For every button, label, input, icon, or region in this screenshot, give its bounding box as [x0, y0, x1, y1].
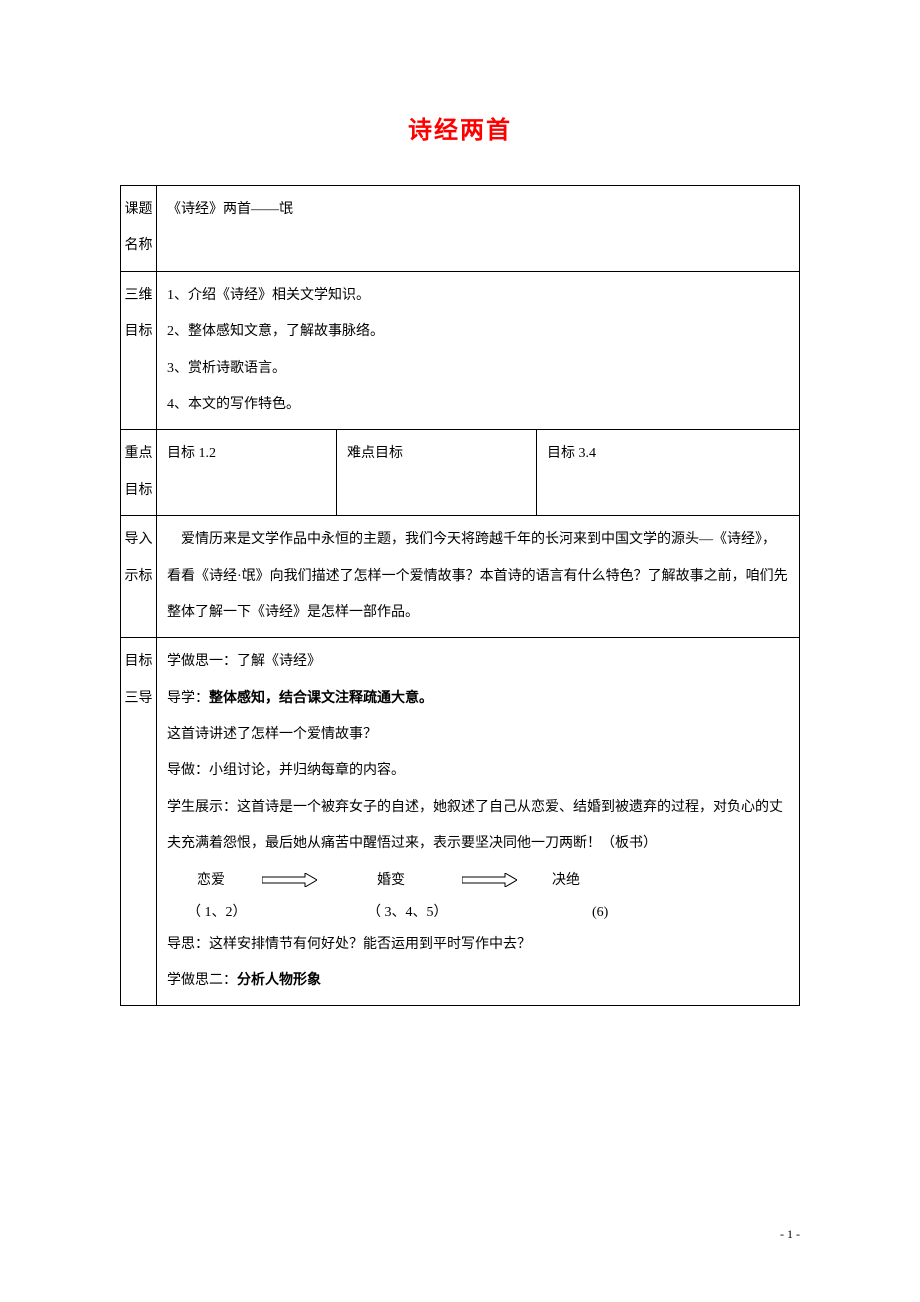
plot-diagram-subs: （ 1、2） （ 3、4、5） (6) — [167, 899, 789, 927]
table-row: 导入示标 爱情历来是文学作品中永恒的主题，我们今天将跨越千年的长河来到中国文学的… — [121, 516, 800, 638]
table-row: 重点目标 目标 1.2 难点目标 目标 3.4 — [121, 430, 800, 516]
doc-title: 诗经两首 — [120, 110, 800, 145]
list-item: 导做：小组讨论，并归纳每章的内容。 — [167, 753, 789, 789]
arrow-right-icon — [262, 873, 317, 887]
diagram-node: 婚变 — [377, 863, 405, 899]
row-label: 三维目标 — [121, 271, 157, 430]
diagram-node: 恋爱 — [197, 863, 225, 899]
list-item: 学做思二：分析人物形象 — [167, 963, 789, 999]
page-number: - 1 - — [780, 1227, 800, 1242]
row-content: 1、介绍《诗经》相关文学知识。2、整体感知文意，了解故事脉络。3、赏析诗歌语言。… — [157, 271, 800, 430]
cell-key-target: 目标 1.2 — [157, 430, 337, 516]
list-item: 2、整体感知文意，了解故事脉络。 — [167, 314, 789, 350]
diagram-node-sub: （ 3、4、5） — [367, 899, 448, 927]
arrow-right-icon — [462, 873, 517, 887]
row-label: 导入示标 — [121, 516, 157, 638]
plot-diagram: 恋爱 婚变 决绝 — [167, 863, 789, 899]
list-item: 学做思一：了解《诗经》 — [167, 644, 789, 680]
diagram-node-sub: (6) — [592, 899, 608, 927]
list-item: 4、本文的写作特色。 — [167, 387, 789, 423]
table-row: 目标三导 学做思一：了解《诗经》导学：整体感知，结合课文注释疏通大意。这首诗讲述… — [121, 638, 800, 1006]
lesson-plan-table: 课题名称 《诗经》两首——氓 三维目标 1、介绍《诗经》相关文学知识。2、整体感… — [120, 185, 800, 1006]
row-label: 课题名称 — [121, 186, 157, 272]
cell-difficulty-label: 难点目标 — [337, 430, 537, 516]
page: 诗经两首 课题名称 《诗经》两首——氓 三维目标 1、介绍《诗经》相关文学知识。… — [0, 0, 920, 1302]
list-item: 导思：这样安排情节有何好处？能否运用到平时写作中去？ — [167, 927, 789, 963]
row-label: 重点目标 — [121, 430, 157, 516]
table-row: 三维目标 1、介绍《诗经》相关文学知识。2、整体感知文意，了解故事脉络。3、赏析… — [121, 271, 800, 430]
list-item: 1、介绍《诗经》相关文学知识。 — [167, 278, 789, 314]
row-content: 学做思一：了解《诗经》导学：整体感知，结合课文注释疏通大意。这首诗讲述了怎样一个… — [157, 638, 800, 1006]
diagram-node-sub: （ 1、2） — [187, 899, 247, 927]
list-item: 学生展示：这首诗是一个被弃女子的自述，她叙述了自己从恋爱、结婚到被遗弃的过程，对… — [167, 790, 789, 863]
row-label: 目标三导 — [121, 638, 157, 1006]
row-content: 爱情历来是文学作品中永恒的主题，我们今天将跨越千年的长河来到中国文学的源头—《诗… — [157, 516, 800, 638]
row-content: 《诗经》两首——氓 — [157, 186, 800, 272]
list-item: 3、赏析诗歌语言。 — [167, 351, 789, 387]
list-item: 导学：整体感知，结合课文注释疏通大意。 — [167, 681, 789, 717]
table-row: 课题名称 《诗经》两首——氓 — [121, 186, 800, 272]
diagram-node: 决绝 — [552, 863, 580, 899]
list-item: 这首诗讲述了怎样一个爱情故事？ — [167, 717, 789, 753]
cell-difficulty-target: 目标 3.4 — [537, 430, 800, 516]
